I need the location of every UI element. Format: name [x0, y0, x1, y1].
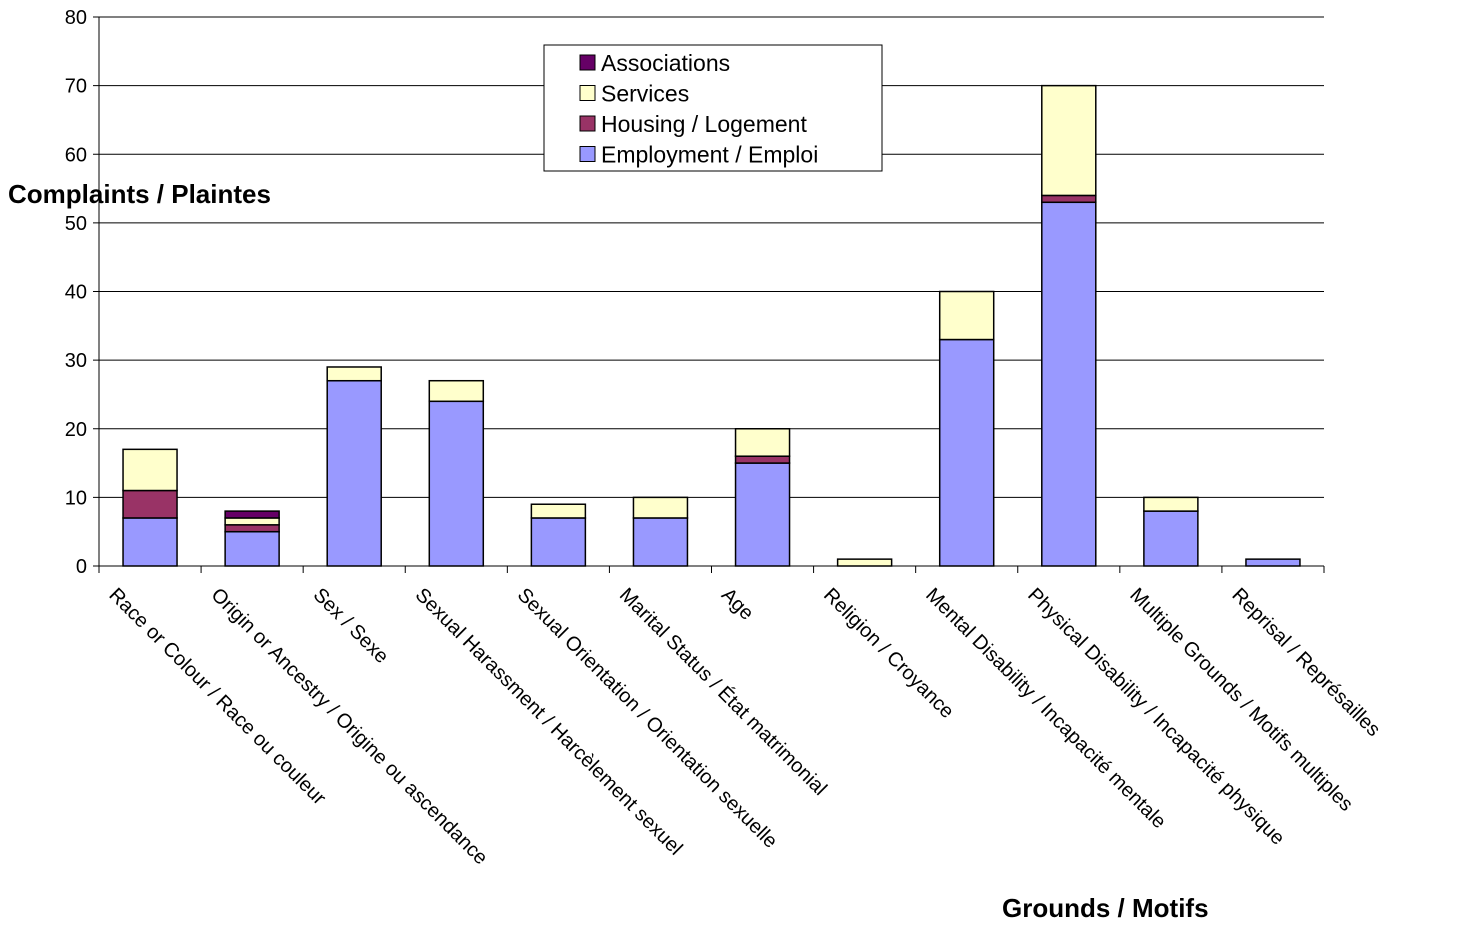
category-label: Age [717, 584, 758, 625]
legend: Associations Services Housing / Logement Em… [543, 44, 883, 172]
y-tick-label: 10 [65, 487, 87, 509]
bar-segment-employment [632, 517, 689, 567]
bar-segment-employment [938, 338, 995, 567]
bar-segment-housing [122, 489, 178, 519]
y-tick-label: 0 [76, 556, 87, 578]
axes [93, 16, 1325, 573]
bar-segment-services [428, 379, 485, 403]
legend-label: Associations [601, 50, 730, 76]
bar-segment-housing [734, 455, 791, 464]
bar-segment-employment [1245, 558, 1301, 567]
y-tick-label: 20 [65, 419, 87, 441]
bar-segment-services [1041, 84, 1097, 197]
bars [122, 84, 1301, 567]
bar-segment-services [836, 558, 893, 567]
bar-segment-employment [224, 530, 280, 567]
bar-segment-services [632, 496, 689, 519]
legend-label: Services [601, 81, 689, 107]
bar-segment-services [530, 503, 587, 519]
bar-segment-services [224, 517, 280, 526]
y-axis-title: Complaints / Plaintes [8, 179, 271, 209]
legend-label: Housing / Logement [601, 111, 807, 137]
bar-segment-services [938, 290, 995, 341]
legend-swatch [579, 54, 596, 71]
y-tick-label: 30 [65, 350, 87, 372]
legend-swatch [579, 146, 596, 162]
y-tick-label: 70 [65, 76, 87, 98]
y-tick-label: 40 [65, 282, 87, 304]
category-label: Marital Status / État matrimonial [615, 583, 832, 800]
legend-label: Employment / Emploi [601, 142, 818, 168]
legend-swatch [579, 85, 596, 101]
legend-box [543, 44, 883, 172]
bar-segment-associations [224, 510, 280, 519]
bar-segment-employment [734, 462, 791, 567]
y-tick-label: 60 [65, 144, 87, 166]
y-tick-label: 50 [65, 213, 87, 235]
bar-segment-employment [530, 517, 587, 567]
y-tick-label: 80 [65, 7, 87, 29]
bar-segment-services [1143, 496, 1199, 512]
bar-segment-employment [1143, 510, 1199, 567]
bar-segment-employment [122, 517, 178, 567]
category-label: Multiple Grounds / Motifs multiples [1125, 584, 1357, 816]
legend-swatch [579, 115, 596, 132]
bar-segment-housing [1041, 194, 1097, 204]
category-label: Sex / Sexe [309, 584, 393, 668]
category-label: Race or Colour / Race ou couleur [105, 584, 331, 810]
bar-segment-services [734, 428, 791, 457]
bar-segment-employment [326, 379, 382, 567]
bar-segment-services [326, 366, 382, 382]
x-axis-title: Grounds / Motifs [1002, 893, 1209, 923]
bar-segment-employment [428, 400, 485, 567]
bar-segment-housing [224, 524, 280, 533]
y-tick-labels: 0 10 20 30 40 50 60 70 80 [65, 7, 87, 578]
bar-segment-employment [1041, 201, 1097, 567]
bar-segment-services [122, 448, 178, 492]
